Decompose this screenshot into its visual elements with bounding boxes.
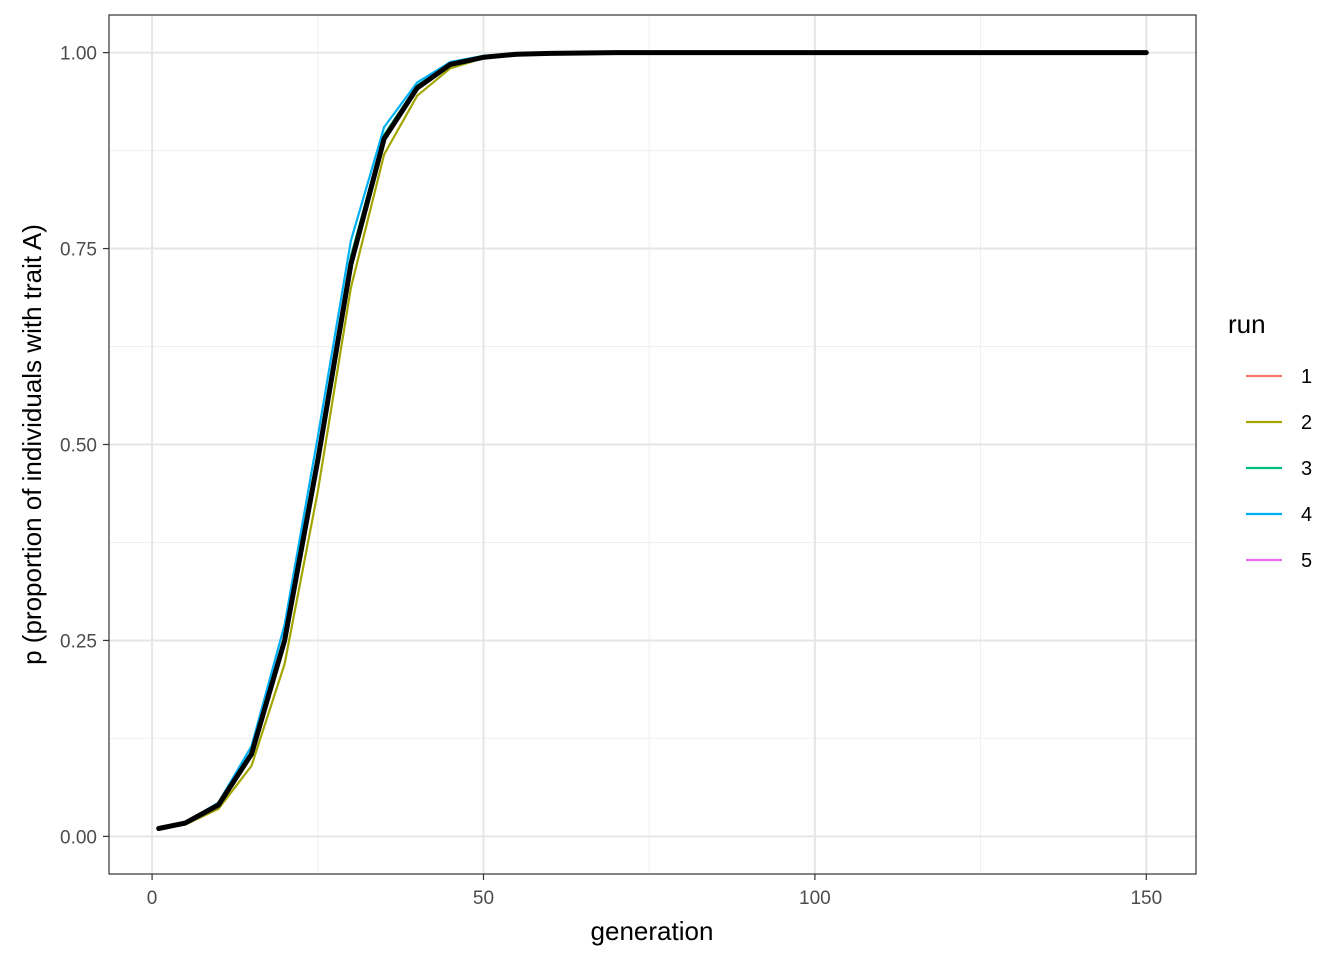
- y-tick-label: 0.25: [60, 631, 97, 652]
- series-layer: [156, 50, 1149, 831]
- x-tick-label: 0: [147, 888, 158, 909]
- y-tick-label: 0.75: [60, 240, 97, 261]
- y-tick-label: 0.50: [60, 436, 97, 457]
- legend-label-run-2: 2: [1301, 412, 1312, 434]
- y-tick-label: 1.00: [60, 44, 97, 65]
- legend: run 1 2 3 4 5: [1228, 309, 1312, 572]
- y-tick-label: 0.00: [60, 827, 97, 848]
- y-axis-title: p (proportion of individuals with trait …: [17, 224, 47, 665]
- x-axis: 0 50 100 150: [147, 874, 1162, 909]
- y-axis: 0.00 0.25 0.50 0.75 1.00: [60, 44, 109, 848]
- legend-label-run-3: 3: [1301, 458, 1312, 480]
- legend-label-run-4: 4: [1301, 504, 1312, 526]
- legend-title: run: [1228, 309, 1266, 339]
- x-tick-label: 100: [799, 888, 831, 909]
- x-tick-label: 50: [473, 888, 494, 909]
- legend-label-run-1: 1: [1301, 366, 1312, 388]
- legend-label-run-5: 5: [1301, 550, 1312, 572]
- x-axis-title: generation: [591, 916, 714, 946]
- series-line-mean: [156, 50, 1149, 831]
- x-tick-label: 150: [1130, 888, 1162, 909]
